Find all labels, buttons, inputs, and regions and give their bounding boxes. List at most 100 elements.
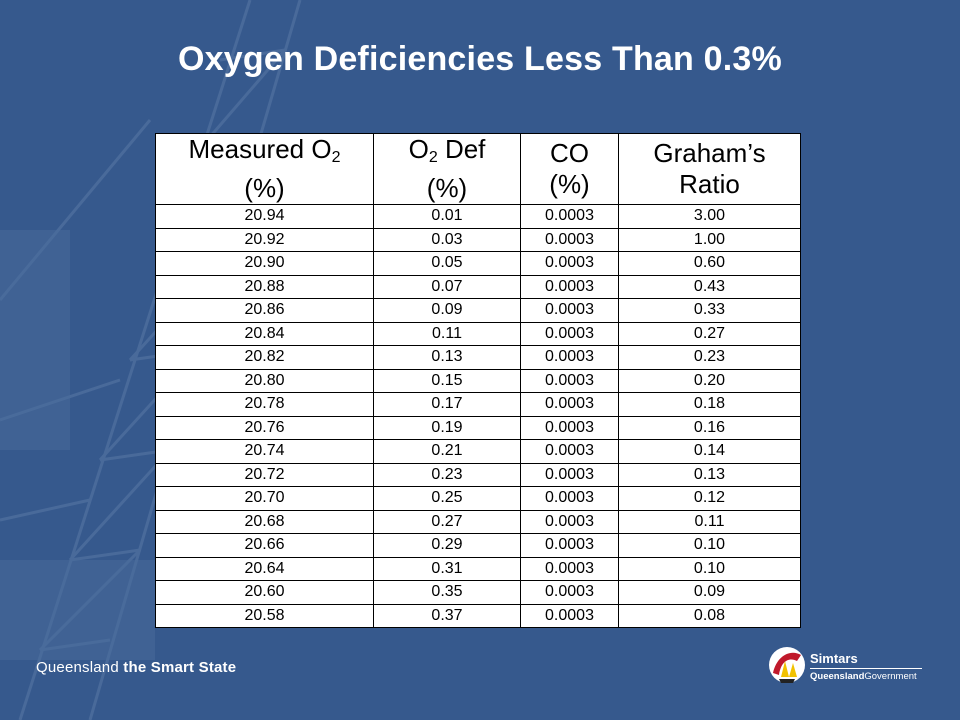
table-cell: 20.70 [155, 486, 374, 511]
table-cell: 20.82 [155, 345, 374, 370]
table-cell: 0.10 [618, 556, 801, 581]
brand-gov-bold: Queensland [810, 671, 865, 682]
table-cell: 0.19 [373, 415, 521, 440]
table-row: 20.64 0.31 0.0003 0.10 [155, 556, 801, 581]
table-cell: 0.0003 [520, 274, 619, 299]
table-cell: 20.60 [155, 580, 374, 605]
oxygen-deficiency-table: Measured O2 (%) O2 Def (%) CO (%) Graham… [155, 133, 801, 628]
table-row: 20.84 0.11 0.0003 0.27 [155, 321, 801, 346]
table-cell: 0.12 [618, 486, 801, 511]
table-row: 20.88 0.07 0.0003 0.43 [155, 274, 801, 299]
table-cell: 20.80 [155, 368, 374, 393]
table-cell: 0.31 [373, 556, 521, 581]
table-row: 20.94 0.01 0.0003 3.00 [155, 204, 801, 229]
table-cell: 0.0003 [520, 321, 619, 346]
table-cell: 0.0003 [520, 556, 619, 581]
table-cell: 0.0003 [520, 392, 619, 417]
table-cell: 20.88 [155, 274, 374, 299]
table-cell: 20.92 [155, 227, 374, 252]
table-header-row: Measured O2 (%) O2 Def (%) CO (%) Graham… [155, 133, 801, 205]
table-cell: 20.90 [155, 251, 374, 276]
table-cell: 0.17 [373, 392, 521, 417]
table-cell: 0.0003 [520, 439, 619, 464]
table-cell: 0.0003 [520, 415, 619, 440]
table-cell: 0.0003 [520, 345, 619, 370]
table-cell: 20.66 [155, 533, 374, 558]
table-cell: 20.86 [155, 298, 374, 323]
simtars-logo-icon [769, 647, 805, 683]
table-cell: 0.0003 [520, 204, 619, 229]
table-cell: 0.03 [373, 227, 521, 252]
table-cell: 0.0003 [520, 298, 619, 323]
table-cell: 0.29 [373, 533, 521, 558]
table-cell: 0.43 [618, 274, 801, 299]
table-cell: 0.07 [373, 274, 521, 299]
table-cell: 20.78 [155, 392, 374, 417]
table-cell: 0.11 [373, 321, 521, 346]
table-row: 20.68 0.27 0.0003 0.11 [155, 509, 801, 534]
table-row: 20.80 0.15 0.0003 0.20 [155, 368, 801, 393]
table-cell: 0.16 [618, 415, 801, 440]
table-cell: 0.0003 [520, 533, 619, 558]
table-cell: 20.72 [155, 462, 374, 487]
table-row: 20.74 0.21 0.0003 0.14 [155, 439, 801, 464]
header-measured-o2: Measured O2 (%) [155, 133, 374, 205]
table-cell: 0.0003 [520, 603, 619, 628]
table-row: 20.70 0.25 0.0003 0.12 [155, 486, 801, 511]
table-cell: 20.68 [155, 509, 374, 534]
brand-name: Simtars [810, 651, 858, 666]
table-row: 20.86 0.09 0.0003 0.33 [155, 298, 801, 323]
table-cell: 0.20 [618, 368, 801, 393]
table-row: 20.66 0.29 0.0003 0.10 [155, 533, 801, 558]
table-cell: 0.10 [618, 533, 801, 558]
table-cell: 0.0003 [520, 251, 619, 276]
table-row: 20.58 0.37 0.0003 0.08 [155, 603, 801, 628]
table-cell: 0.11 [618, 509, 801, 534]
table-cell: 0.0003 [520, 368, 619, 393]
table-cell: 20.74 [155, 439, 374, 464]
table-cell: 0.05 [373, 251, 521, 276]
brand-gov-regular: Government [864, 671, 917, 682]
table-cell: 0.01 [373, 204, 521, 229]
table-cell: 0.25 [373, 486, 521, 511]
table-cell: 0.0003 [520, 462, 619, 487]
footer-tagline: Queensland the Smart State [36, 659, 236, 676]
table-cell: 0.27 [373, 509, 521, 534]
table-cell: 0.33 [618, 298, 801, 323]
table-row: 20.78 0.17 0.0003 0.18 [155, 392, 801, 417]
table-cell: 0.18 [618, 392, 801, 417]
table-cell: 0.13 [618, 462, 801, 487]
table-cell: 20.84 [155, 321, 374, 346]
table-cell: 0.23 [618, 345, 801, 370]
table-row: 20.90 0.05 0.0003 0.60 [155, 251, 801, 276]
table-cell: 20.58 [155, 603, 374, 628]
table-row: 20.72 0.23 0.0003 0.13 [155, 462, 801, 487]
table-cell: 20.94 [155, 204, 374, 229]
header-o2-def: O2 Def (%) [373, 133, 521, 205]
table-body: 20.94 0.01 0.0003 3.00 20.92 0.03 0.0003 1.00 20… [155, 204, 801, 628]
table-cell: 0.60 [618, 251, 801, 276]
table-cell: 1.00 [618, 227, 801, 252]
table-cell: 0.37 [373, 603, 521, 628]
brand-government: QueenslandGovernment [810, 671, 922, 682]
table-row: 20.76 0.19 0.0003 0.16 [155, 415, 801, 440]
table-cell: 0.09 [618, 580, 801, 605]
header-grahams-ratio: Graham’s Ratio [618, 133, 801, 205]
table-cell: 0.08 [618, 603, 801, 628]
table-cell: 0.23 [373, 462, 521, 487]
brand-block: Simtars QueenslandGovernment [810, 651, 922, 682]
table-cell: 20.64 [155, 556, 374, 581]
table-cell: 0.0003 [520, 227, 619, 252]
slide-title: Oxygen Deficiencies Less Than 0.3% [178, 40, 782, 78]
brand-divider [810, 668, 922, 669]
table-cell: 0.27 [618, 321, 801, 346]
table-row: 20.82 0.13 0.0003 0.23 [155, 345, 801, 370]
table-cell: 0.21 [373, 439, 521, 464]
header-co: CO (%) [520, 133, 619, 205]
table-cell: 0.0003 [520, 509, 619, 534]
table-cell: 3.00 [618, 204, 801, 229]
table-cell: 0.09 [373, 298, 521, 323]
tagline-regular: Queensland [36, 659, 124, 676]
tagline-bold: the Smart State [123, 659, 237, 676]
table-cell: 0.35 [373, 580, 521, 605]
